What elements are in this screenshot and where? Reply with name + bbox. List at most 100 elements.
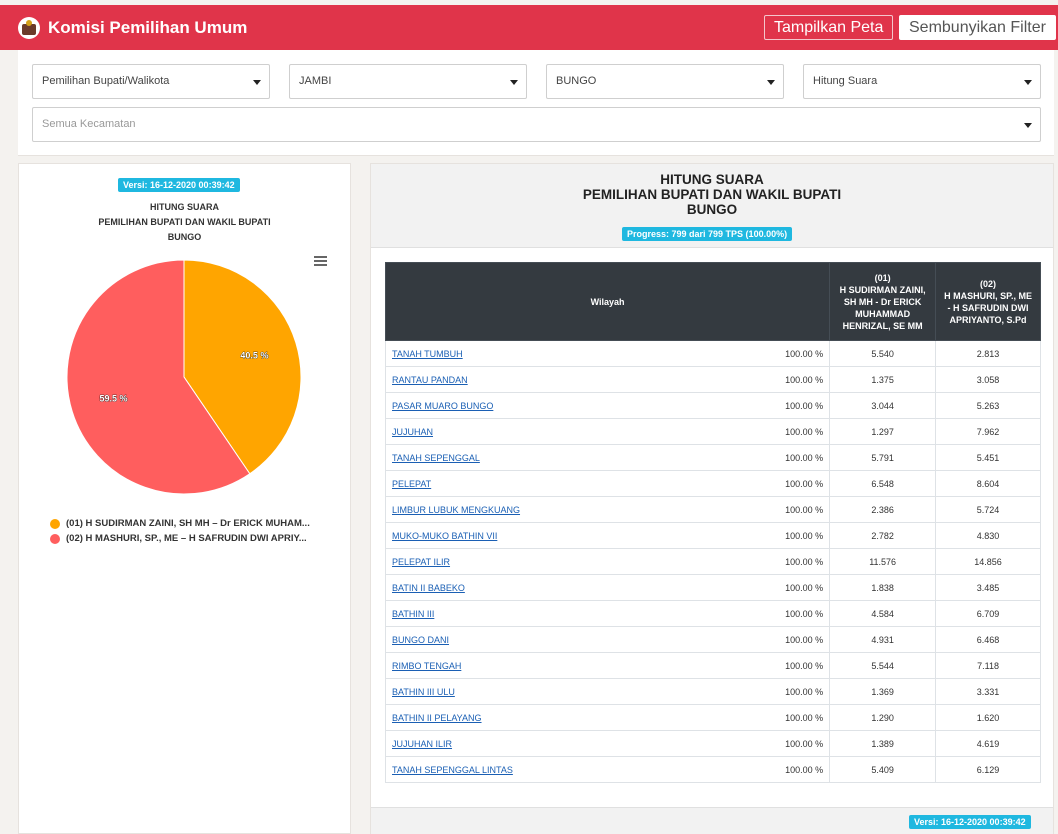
show-map-button[interactable]: Tampilkan Peta (764, 15, 894, 40)
kpu-logo-icon (18, 16, 40, 39)
region-link[interactable]: TANAH SEPENGGAL LINTAS (392, 764, 513, 775)
region-cell: BATHIN III ULU (384, 678, 779, 705)
candidate-02-votes-cell: 7.118 (935, 652, 1041, 679)
candidate-01-votes-cell: 1.389 (829, 730, 937, 757)
candidate-02-number: (02) (980, 278, 997, 289)
region-link[interactable]: BATIN II BABEKO (392, 582, 465, 593)
progress-pct-cell: 100.00 % (778, 496, 831, 523)
table-row: RANTAU PANDAN 100.00 % 1.375 3.058 (384, 366, 1041, 393)
candidate-01-votes-cell: 2.782 (829, 522, 937, 549)
region-link[interactable]: LIMBUR LUBUK MENGKUANG (392, 504, 521, 515)
regency-select[interactable]: BUNGO (546, 64, 784, 99)
pie-slice[interactable] (66, 259, 251, 495)
candidate-02-votes-cell: 4.619 (935, 730, 1041, 757)
region-link[interactable]: RIMBO TENGAH (392, 660, 462, 671)
chevron-down-icon (1024, 123, 1032, 128)
progress-pct-cell: 100.00 % (778, 522, 831, 549)
table-row: TANAH SEPENGGAL 100.00 % 5.791 5.451 (384, 444, 1041, 471)
column-header-candidate-01: (01) H SUDIRMAN ZAINI, SH MH - Dr ERICK … (829, 262, 937, 341)
candidate-01-votes-cell: 3.044 (829, 392, 937, 419)
candidate-02-votes-cell: 5.451 (935, 444, 1041, 471)
progress-pct-cell: 100.00 % (778, 600, 831, 627)
election-type-select[interactable]: Pemilihan Bupati/Walikota (32, 64, 270, 99)
progress-pct-cell: 100.00 % (778, 548, 831, 575)
region-cell: JUJUHAN (384, 418, 779, 445)
progress-badge: Progress: 799 dari 799 TPS (100.00%) (622, 227, 793, 241)
count-mode-select[interactable]: Hitung Suara (803, 64, 1041, 99)
region-link[interactable]: PASAR MUARO BUNGO (392, 400, 494, 411)
candidate-02-votes-cell: 4.830 (935, 522, 1041, 549)
candidate-02-votes-cell: 1.620 (935, 704, 1041, 731)
results-card: HITUNG SUARA PEMILIHAN BUPATI DAN WAKIL … (370, 163, 1054, 834)
chevron-down-icon (253, 80, 261, 85)
region-cell: BATHIN II PELAYANG (384, 704, 779, 731)
column-header-candidate-02: (02) H MASHURI, SP., ME - H SAFRUDIN DWI… (935, 262, 1041, 341)
region-link[interactable]: PELEPAT (392, 478, 432, 489)
region-cell: RIMBO TENGAH (384, 652, 779, 679)
progress-pct-cell: 100.00 % (778, 418, 831, 445)
region-cell: PELEPAT (384, 470, 779, 497)
chart-menu-icon[interactable] (314, 256, 327, 266)
district-value: Semua Kecamatan (42, 118, 136, 130)
progress-pct-cell: 100.00 % (778, 704, 831, 731)
table-row: BATIN II BABEKO 100.00 % 1.838 3.485 (384, 574, 1041, 601)
candidate-01-votes-cell: 1.375 (829, 366, 937, 393)
results-header: HITUNG SUARA PEMILIHAN BUPATI DAN WAKIL … (371, 164, 1053, 248)
region-link[interactable]: PELEPAT ILIR (392, 556, 451, 567)
region-link[interactable]: TANAH TUMBUH (392, 348, 463, 359)
candidate-02-votes-cell: 5.724 (935, 496, 1041, 523)
hide-filter-button[interactable]: Sembunyikan Filter (899, 15, 1056, 40)
results-title-line1: HITUNG SUARA (660, 172, 764, 187)
chevron-down-icon (510, 80, 518, 85)
province-select[interactable]: JAMBI (289, 64, 527, 99)
legend-item[interactable]: (02) H MASHURI, SP., ME – H SAFRUDIN DWI… (50, 531, 310, 546)
region-link[interactable]: BUNGO DANI (392, 634, 450, 645)
region-cell: JUJUHAN ILIR (384, 730, 779, 757)
filter-panel: Pemilihan Bupati/Walikota JAMBI BUNGO Hi… (18, 50, 1054, 156)
pie-chart: 40.5 % 59.5 % (66, 259, 302, 495)
region-link[interactable]: JUJUHAN ILIR (392, 738, 453, 749)
region-link[interactable]: BATHIN III (392, 608, 435, 619)
legend-item[interactable]: (01) H SUDIRMAN ZAINI, SH MH – Dr ERICK … (50, 516, 310, 531)
legend-dot-icon (50, 533, 60, 544)
chart-title-line1: HITUNG SUARA (150, 202, 219, 212)
top-navbar: Komisi Pemilihan Umum Tampilkan Peta Sem… (0, 5, 1058, 50)
region-cell: MUKO-MUKO BATHIN VII (384, 522, 779, 549)
candidate-01-votes-cell: 2.386 (829, 496, 937, 523)
candidate-02-votes-cell: 14.856 (935, 548, 1041, 575)
region-link[interactable]: RANTAU PANDAN (392, 374, 468, 385)
region-cell: BUNGO DANI (384, 626, 779, 653)
district-select[interactable]: Semua Kecamatan (32, 107, 1041, 142)
region-link[interactable]: TANAH SEPENGGAL (392, 452, 480, 463)
results-table: Wilayah (01) H SUDIRMAN ZAINI, SH MH - D… (384, 262, 1041, 783)
candidate-01-number: (01) (874, 272, 891, 283)
app-title: Komisi Pemilihan Umum (48, 17, 248, 37)
region-cell: TANAH SEPENGGAL (384, 444, 779, 471)
province-value: JAMBI (299, 75, 332, 87)
region-cell: TANAH SEPENGGAL LINTAS (384, 756, 779, 783)
progress-pct-cell: 100.00 % (778, 470, 831, 497)
candidate-02-votes-cell: 3.485 (935, 574, 1041, 601)
candidate-02-votes-cell: 7.962 (935, 418, 1041, 445)
candidate-02-votes-cell: 6.129 (935, 756, 1041, 783)
region-link[interactable]: JUJUHAN (392, 426, 434, 437)
table-row: TANAH TUMBUH 100.00 % 5.540 2.813 (384, 340, 1041, 367)
legend-label: (02) H MASHURI, SP., ME – H SAFRUDIN DWI… (66, 533, 307, 544)
region-cell: RANTAU PANDAN (384, 366, 779, 393)
region-cell: PELEPAT ILIR (384, 548, 779, 575)
candidate-02-votes-cell: 2.813 (935, 340, 1041, 367)
candidate-01-votes-cell: 1.297 (829, 418, 937, 445)
candidate-01-votes-cell: 1.369 (829, 678, 937, 705)
pie-slice[interactable] (183, 259, 302, 475)
candidate-02-votes-cell: 5.263 (935, 392, 1041, 419)
table-row: BATHIN III 100.00 % 4.584 6.709 (384, 600, 1041, 627)
table-row: LIMBUR LUBUK MENGKUANG 100.00 % 2.386 5.724 (384, 496, 1041, 523)
candidate-01-votes-cell: 4.584 (829, 600, 937, 627)
progress-pct-cell: 100.00 % (778, 678, 831, 705)
region-cell: LIMBUR LUBUK MENGKUANG (384, 496, 779, 523)
region-link[interactable]: BATHIN II PELAYANG (392, 712, 482, 723)
candidate-02-votes-cell: 3.058 (935, 366, 1041, 393)
region-link[interactable]: MUKO-MUKO BATHIN VII (392, 530, 498, 541)
region-link[interactable]: BATHIN III ULU (392, 686, 455, 697)
candidate-01-votes-cell: 6.548 (829, 470, 937, 497)
